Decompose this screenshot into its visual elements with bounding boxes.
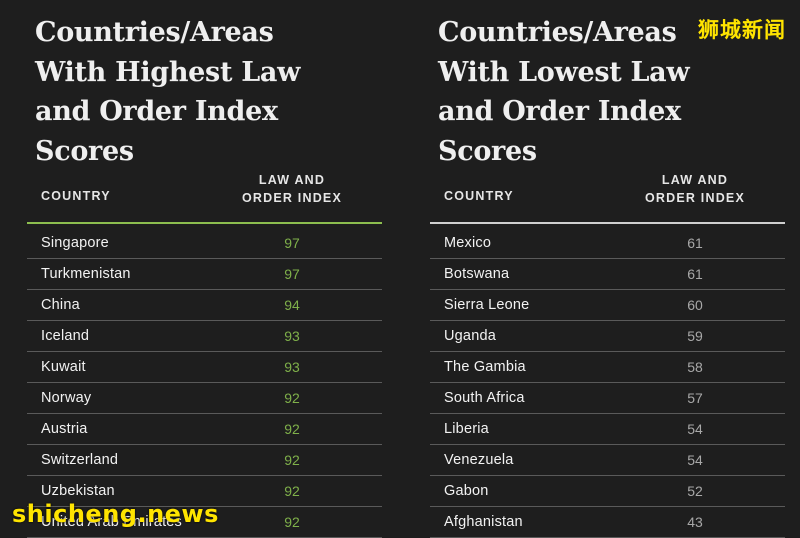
table-row: The Gambia 58 <box>430 352 785 383</box>
country-name: Kuwait <box>41 359 86 375</box>
table-row: Sierra Leone 60 <box>430 290 785 321</box>
index-score: 93 <box>284 359 300 375</box>
index-score: 60 <box>687 297 703 313</box>
country-name: Afghanistan <box>444 514 523 530</box>
index-score: 92 <box>284 452 300 468</box>
table-row: Botswana 61 <box>430 259 785 290</box>
highest-scores-panel: Countries/Areas With Highest Law and Ord… <box>27 0 382 538</box>
index-score: 59 <box>687 328 703 344</box>
country-name: Liberia <box>444 421 489 437</box>
index-score: 97 <box>284 266 300 282</box>
index-score: 92 <box>284 514 300 530</box>
index-score: 97 <box>284 235 300 251</box>
country-name: Singapore <box>41 235 109 251</box>
table-row: Kuwait 93 <box>27 352 382 383</box>
index-score: 58 <box>687 359 703 375</box>
index-score: 94 <box>284 297 300 313</box>
table-body: Singapore 97 Turkmenistan 97 China 94 Icela… <box>27 228 382 538</box>
panel-title: Countries/Areas With Highest Law and Ord… <box>35 17 301 167</box>
country-name: The Gambia <box>444 359 526 375</box>
index-score: 92 <box>284 483 300 499</box>
table-row: Uzbekistan 92 <box>27 476 382 507</box>
index-score: 52 <box>687 483 703 499</box>
table-row: China 94 <box>27 290 382 321</box>
table-row: South Africa 57 <box>430 383 785 414</box>
table-row: Norway 92 <box>27 383 382 414</box>
index-score: 54 <box>687 452 703 468</box>
column-header-country: COUNTRY <box>444 189 514 203</box>
watermark-site: shicheng.news <box>12 500 219 528</box>
country-name: Iceland <box>41 328 90 344</box>
table-row: Iceland 93 <box>27 321 382 352</box>
table-body: Mexico 61 Botswana 61 Sierra Leone 60 Ugand… <box>430 228 785 538</box>
table-row: Mexico 61 <box>430 228 785 259</box>
table-row: Venezuela 54 <box>430 445 785 476</box>
index-score: 93 <box>284 328 300 344</box>
country-name: Venezuela <box>444 452 514 468</box>
table-row: Turkmenistan 97 <box>27 259 382 290</box>
country-name: Mexico <box>444 235 492 251</box>
country-name: Turkmenistan <box>41 266 131 282</box>
table-row: Switzerland 92 <box>27 445 382 476</box>
country-name: South Africa <box>444 390 525 406</box>
index-score: 61 <box>687 266 703 282</box>
country-name: Uzbekistan <box>41 483 115 499</box>
watermark-logo: 狮城新闻 <box>698 18 786 42</box>
country-name: United Arab Emirates <box>41 514 183 530</box>
table-header: COUNTRY LAW AND ORDER INDEX <box>27 168 382 224</box>
table-header: COUNTRY LAW AND ORDER INDEX <box>430 168 785 224</box>
country-name: China <box>41 297 80 313</box>
column-header-index: LAW AND ORDER INDEX <box>241 173 343 205</box>
column-header-country: COUNTRY <box>41 189 111 203</box>
country-name: Norway <box>41 390 92 406</box>
column-header-index: LAW AND ORDER INDEX <box>644 173 746 205</box>
index-score: 43 <box>687 514 703 530</box>
table-row: Uganda 59 <box>430 321 785 352</box>
index-score: 54 <box>687 421 703 437</box>
index-score: 57 <box>687 390 703 406</box>
country-name: Gabon <box>444 483 489 499</box>
country-name: Uganda <box>444 328 496 344</box>
country-name: Botswana <box>444 266 510 282</box>
index-score: 92 <box>284 421 300 437</box>
index-score: 92 <box>284 390 300 406</box>
index-score: 61 <box>687 235 703 251</box>
table-row: Afghanistan 43 <box>430 507 785 538</box>
lowest-scores-panel: Countries/Areas With Lowest Law and Orde… <box>430 0 785 538</box>
country-name: Switzerland <box>41 452 119 468</box>
panel-title: Countries/Areas With Lowest Law and Orde… <box>438 17 690 167</box>
table-row: Gabon 52 <box>430 476 785 507</box>
table-row: Singapore 97 <box>27 228 382 259</box>
country-name: Sierra Leone <box>444 297 530 313</box>
country-name: Austria <box>41 421 88 437</box>
table-row: Austria 92 <box>27 414 382 445</box>
table-row: Liberia 54 <box>430 414 785 445</box>
